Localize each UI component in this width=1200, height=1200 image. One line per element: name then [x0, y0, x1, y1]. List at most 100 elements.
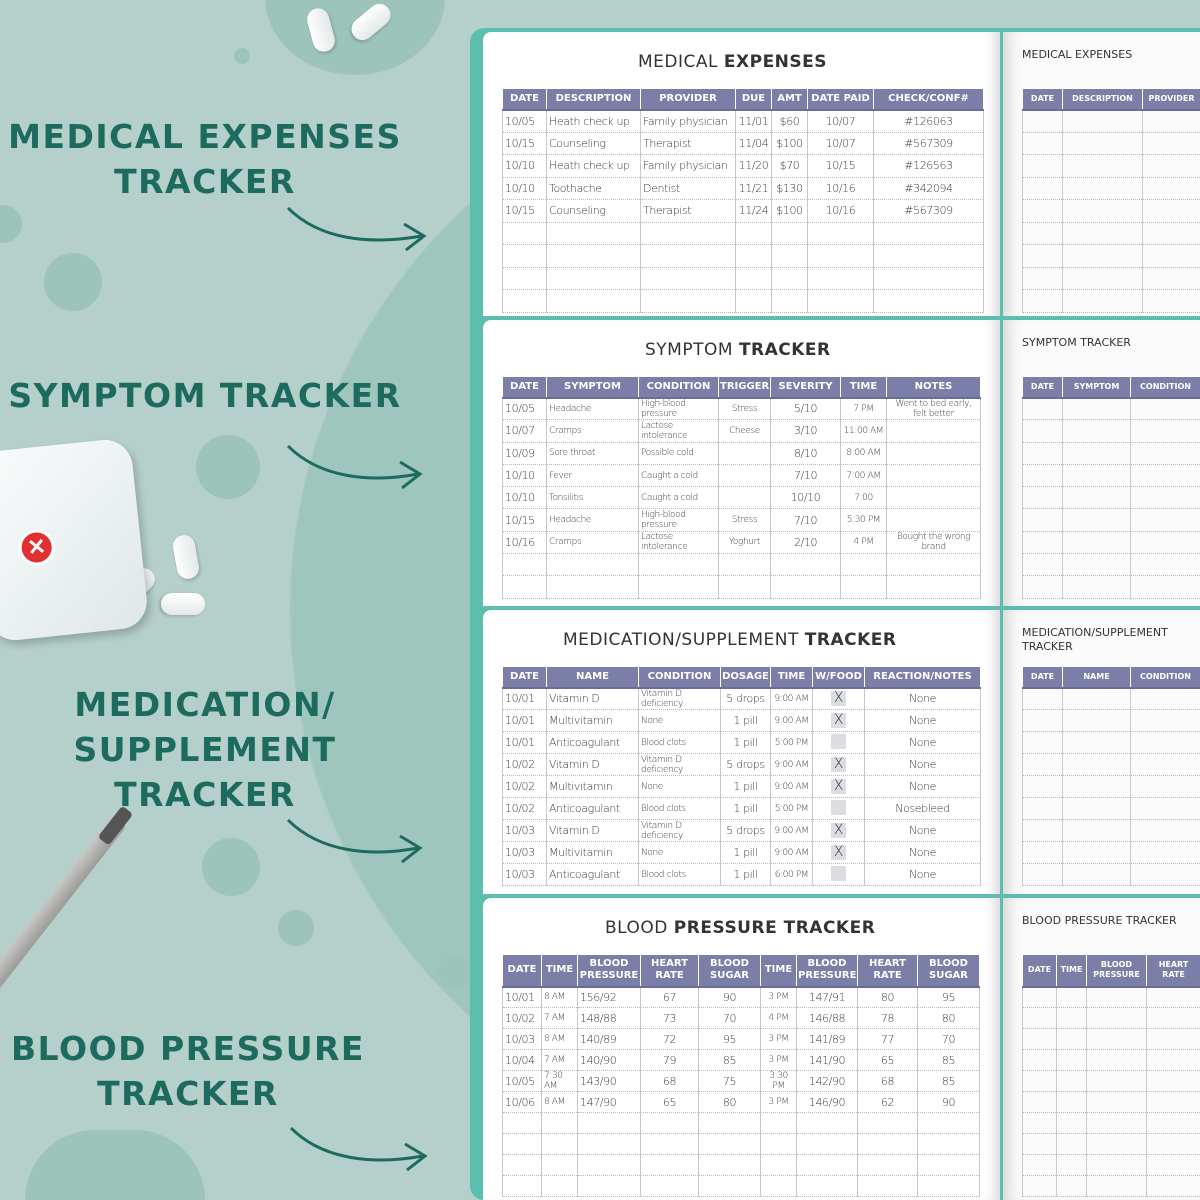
food-checkbox[interactable]: X: [831, 691, 846, 707]
table-cell: [1130, 553, 1200, 577]
table-cell: [1062, 863, 1131, 886]
table-cell: [812, 731, 865, 754]
table-cell: 10/09: [502, 442, 547, 465]
food-checkbox[interactable]: X: [831, 757, 846, 772]
table-cell: 85: [917, 1070, 980, 1092]
table-cell: 10/03: [502, 819, 547, 842]
table-cell: 10/01: [502, 986, 542, 1008]
arrow-icon: [286, 818, 423, 864]
table-cell: [718, 464, 771, 488]
column-header: DATE: [502, 88, 547, 111]
empty-row: [1022, 863, 1200, 886]
table-cell: [718, 553, 771, 577]
notebook-medical: MEDICAL EXPENSES DATE DESCRIPTION PROVIDER D…: [470, 28, 1200, 358]
table-cell: [1062, 132, 1143, 155]
food-checkbox[interactable]: X: [831, 845, 846, 860]
decor-circle: [234, 48, 250, 64]
table-cell: [1056, 1091, 1087, 1113]
page-title-right: SYMPTOM TRACKER: [1022, 336, 1131, 349]
food-checkbox[interactable]: X: [831, 779, 846, 794]
table-cell: [1086, 1007, 1147, 1029]
page-title: SYMPTOM TRACKER: [645, 340, 831, 360]
table-cell: [771, 244, 808, 268]
food-checkbox[interactable]: [831, 800, 846, 815]
table-cell: [1062, 553, 1131, 577]
table-cell: None: [864, 775, 981, 798]
table-cell: [1142, 267, 1200, 290]
table-cell: Yoghurt: [718, 531, 771, 555]
table-cell: 8:00 AM: [840, 442, 887, 465]
table-cell: [1022, 687, 1063, 710]
tracker-table-right: DATE TIME BLOOD PRESSURE HEART RATE: [1022, 954, 1200, 1197]
table-cell: [1146, 1175, 1200, 1197]
table-cell: [718, 575, 771, 599]
table-cell: 5 drops: [720, 687, 771, 710]
column-header: DATE: [502, 666, 547, 689]
food-checkbox[interactable]: X: [831, 713, 846, 728]
table-cell: [1130, 419, 1200, 443]
table-cell: 77: [857, 1028, 918, 1050]
table-cell: [760, 1175, 797, 1197]
column-header: BLOOD SUGAR: [698, 954, 761, 988]
table-cell: [1062, 464, 1131, 488]
column-header: DATE: [1022, 88, 1063, 111]
table-cell: [886, 442, 981, 465]
table-cell: Headache: [546, 508, 639, 532]
title-bold: EXPENSES: [723, 52, 828, 72]
food-checkbox[interactable]: [831, 866, 846, 881]
table-cell: [1130, 863, 1200, 886]
column-header: TIME: [1056, 954, 1087, 988]
column-header: DATE: [1022, 666, 1063, 689]
table-row: 10/04 7 AM 140/90 79 85 3 PM 141/90 65 85: [502, 1049, 980, 1071]
table-cell: [1130, 464, 1200, 488]
table-row: 10/02 7 AM 148/88 73 70 4 PM 146/88 78 80: [502, 1007, 980, 1029]
table-cell: [1062, 753, 1131, 776]
table-cell: [1146, 1133, 1200, 1155]
table-cell: 9:00 AM: [770, 819, 813, 842]
food-checkbox[interactable]: [831, 734, 846, 749]
table-cell: [807, 289, 874, 313]
table-cell: #567309: [873, 132, 984, 155]
table-cell: Sore throat: [546, 442, 639, 465]
table-cell: Counseling: [546, 132, 641, 155]
table-cell: 4 PM: [840, 531, 887, 555]
table-cell: [760, 1133, 797, 1155]
table-cell: [1056, 1133, 1087, 1155]
table-cell: X: [812, 753, 865, 776]
table-header-row: DATE DESCRIPTION PROVIDER: [1022, 88, 1200, 111]
column-header: TIME: [541, 954, 578, 988]
title-light: MEDICAL: [638, 52, 724, 72]
table-cell: 80: [857, 986, 918, 1008]
table-cell: [760, 1154, 797, 1176]
table-cell: 147/91: [796, 986, 858, 1008]
table-cell: 11/21: [735, 177, 772, 200]
pill-icon: [161, 593, 205, 615]
table-cell: [1146, 1007, 1200, 1029]
table-cell: [873, 222, 984, 245]
table-cell: [873, 244, 984, 268]
title-bold: TRACKER: [804, 630, 897, 650]
table-cell: [546, 553, 639, 577]
empty-row: [1022, 177, 1200, 200]
table-cell: [1062, 508, 1131, 532]
table-cell: [1062, 109, 1143, 133]
table-cell: [1142, 154, 1200, 178]
table-cell: [886, 419, 981, 443]
table-cell: [917, 1133, 980, 1155]
right-page: BLOOD PRESSURE TRACKER DATE TIME BLOOD PRES…: [1003, 898, 1200, 1200]
table-cell: [1022, 267, 1063, 290]
red-x-icon: ✕: [16, 527, 57, 568]
table-cell: [640, 244, 736, 268]
table-row: 10/06 8 AM 147/90 65 80 3 PM 146/90 62 90: [502, 1091, 980, 1113]
food-checkbox[interactable]: X: [831, 823, 846, 838]
empty-row: [1022, 1049, 1200, 1071]
table-cell: X: [812, 775, 865, 798]
table-cell: [1022, 177, 1063, 200]
table-cell: 1 pill: [720, 863, 771, 886]
title-bold: PRESSURE TRACKER: [673, 918, 876, 938]
table-cell: 156/92: [577, 986, 641, 1008]
empty-row: [1022, 222, 1200, 245]
table-cell: 10/10: [502, 486, 547, 510]
decor-circle: [25, 1130, 205, 1200]
table-cell: 70: [917, 1028, 980, 1050]
